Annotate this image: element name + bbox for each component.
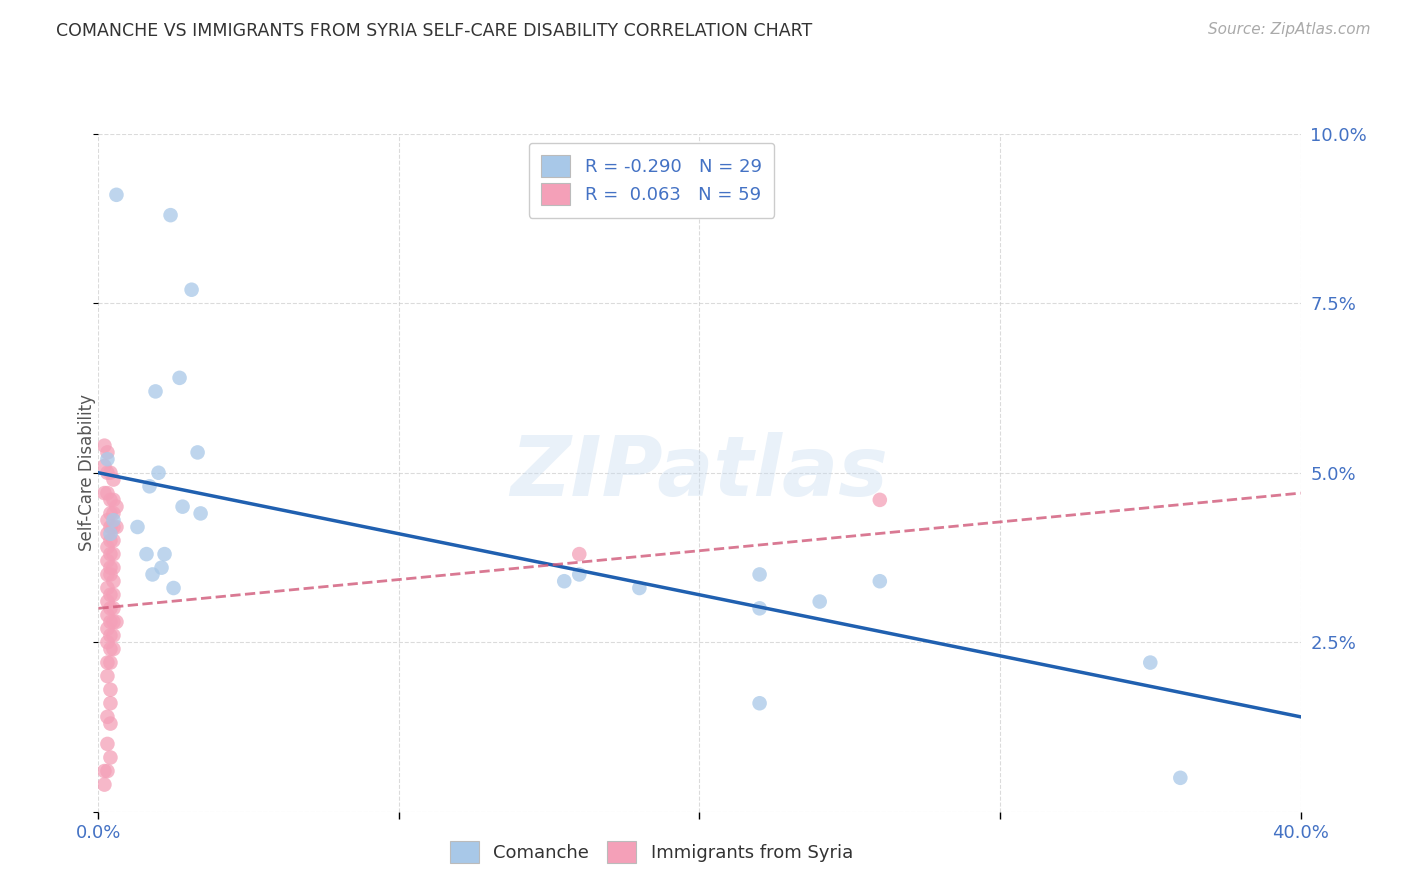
Point: [162, 581, 184, 595]
Point: [568, 567, 591, 582]
Point: [96, 656, 118, 670]
Point: [169, 371, 191, 385]
Legend: Comanche, Immigrants from Syria: Comanche, Immigrants from Syria: [443, 834, 860, 871]
Point: [553, 574, 575, 589]
Point: [127, 520, 149, 534]
Point: [96, 486, 118, 500]
Point: [748, 696, 770, 710]
Point: [93, 764, 115, 778]
Point: [96, 594, 118, 608]
Point: [105, 500, 128, 514]
Point: [150, 560, 173, 574]
Point: [93, 778, 115, 792]
Point: [148, 466, 170, 480]
Text: ZIPatlas: ZIPatlas: [510, 433, 889, 513]
Point: [96, 567, 118, 582]
Point: [93, 439, 115, 453]
Point: [1170, 771, 1192, 785]
Point: [180, 283, 202, 297]
Point: [96, 581, 118, 595]
Point: [869, 574, 891, 589]
Point: [100, 567, 122, 582]
Point: [103, 642, 125, 657]
Point: [100, 492, 122, 507]
Point: [187, 445, 209, 459]
Point: [96, 554, 118, 568]
Point: [93, 486, 115, 500]
Point: [96, 622, 118, 636]
Point: [100, 750, 122, 764]
Point: [100, 588, 122, 602]
Point: [141, 567, 163, 582]
Point: [96, 669, 118, 683]
Point: [93, 458, 115, 473]
Point: [100, 533, 122, 548]
Point: [190, 507, 212, 521]
Point: [96, 452, 118, 467]
Point: [103, 513, 125, 527]
Point: [869, 492, 891, 507]
Point: [100, 526, 122, 541]
Point: [100, 560, 122, 574]
Point: [96, 526, 118, 541]
Point: [103, 547, 125, 561]
Point: [100, 547, 122, 561]
Point: [100, 466, 122, 480]
Point: [96, 764, 118, 778]
Point: [748, 601, 770, 615]
Point: [159, 208, 181, 222]
Point: [96, 513, 118, 527]
Point: [96, 635, 118, 649]
Point: [103, 601, 125, 615]
Point: [153, 547, 176, 561]
Point: [105, 520, 128, 534]
Point: [96, 737, 118, 751]
Point: [100, 601, 122, 615]
Point: [96, 541, 118, 555]
Point: [103, 520, 125, 534]
Point: [96, 466, 118, 480]
Point: [748, 567, 770, 582]
Point: [103, 628, 125, 642]
Point: [172, 500, 194, 514]
Point: [103, 473, 125, 487]
Text: Source: ZipAtlas.com: Source: ZipAtlas.com: [1208, 22, 1371, 37]
Point: [103, 615, 125, 629]
Point: [100, 628, 122, 642]
Point: [103, 492, 125, 507]
Point: [96, 445, 118, 459]
Point: [103, 560, 125, 574]
Point: [568, 547, 591, 561]
Point: [100, 507, 122, 521]
Point: [628, 581, 651, 595]
Point: [138, 479, 160, 493]
Point: [105, 187, 128, 202]
Text: COMANCHE VS IMMIGRANTS FROM SYRIA SELF-CARE DISABILITY CORRELATION CHART: COMANCHE VS IMMIGRANTS FROM SYRIA SELF-C…: [56, 22, 813, 40]
Point: [103, 507, 125, 521]
Point: [100, 696, 122, 710]
Point: [808, 594, 831, 608]
Point: [145, 384, 167, 399]
Y-axis label: Self-Care Disability: Self-Care Disability: [77, 394, 96, 551]
Point: [105, 615, 128, 629]
Point: [100, 642, 122, 657]
Point: [103, 588, 125, 602]
Point: [100, 520, 122, 534]
Point: [96, 710, 118, 724]
Point: [103, 533, 125, 548]
Point: [135, 547, 157, 561]
Point: [96, 608, 118, 623]
Point: [100, 656, 122, 670]
Point: [100, 716, 122, 731]
Point: [103, 574, 125, 589]
Point: [100, 615, 122, 629]
Point: [1139, 656, 1161, 670]
Point: [100, 682, 122, 697]
